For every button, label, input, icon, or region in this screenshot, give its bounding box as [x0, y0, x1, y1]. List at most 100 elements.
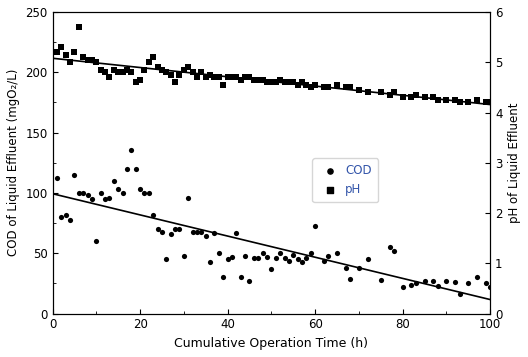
Point	[385, 92, 394, 98]
Point	[486, 284, 494, 290]
Point	[407, 95, 416, 100]
Point	[302, 255, 310, 261]
Point	[232, 230, 241, 236]
Point	[62, 212, 70, 217]
Point	[254, 77, 262, 83]
Point	[246, 75, 254, 80]
Point	[294, 82, 302, 88]
Point	[280, 255, 289, 261]
Point	[228, 75, 236, 80]
Point	[411, 92, 420, 98]
Point	[433, 97, 442, 103]
Point	[53, 176, 61, 181]
Point	[232, 75, 241, 80]
Point	[399, 95, 407, 100]
Point	[276, 77, 285, 83]
Point	[311, 223, 319, 228]
Point	[114, 69, 122, 75]
Point	[263, 254, 271, 260]
Point	[355, 87, 363, 93]
Point	[158, 67, 166, 72]
Point	[97, 67, 105, 72]
Point	[57, 44, 65, 50]
Point	[307, 251, 315, 256]
Point	[83, 57, 92, 62]
Point	[271, 80, 280, 85]
Point	[197, 229, 205, 235]
Point	[110, 67, 118, 72]
Point	[241, 253, 249, 258]
Point	[223, 256, 232, 262]
Point	[197, 69, 205, 75]
Point	[302, 82, 310, 88]
Point	[442, 278, 450, 284]
Point	[123, 166, 131, 172]
Point	[294, 256, 302, 262]
Point	[298, 80, 306, 85]
Point	[219, 275, 228, 280]
Point	[166, 231, 175, 237]
Point	[267, 266, 276, 272]
Point	[175, 226, 184, 232]
Point	[171, 80, 180, 85]
Point	[346, 276, 354, 282]
Point	[276, 251, 285, 256]
Point	[429, 278, 438, 284]
Point	[70, 49, 79, 55]
Point	[79, 190, 88, 196]
Point	[105, 75, 114, 80]
Point	[74, 24, 83, 30]
Point	[57, 214, 65, 220]
Point	[149, 212, 157, 217]
Point	[250, 255, 258, 261]
Point	[180, 253, 188, 258]
Point	[319, 258, 328, 263]
Point	[215, 251, 223, 256]
Point	[342, 265, 350, 271]
Point	[250, 77, 258, 83]
Point	[298, 259, 306, 265]
Point	[97, 190, 105, 196]
Point	[131, 80, 140, 85]
Point	[66, 217, 74, 222]
Point	[289, 80, 297, 85]
Point	[188, 229, 197, 235]
Point	[464, 100, 473, 105]
Point	[53, 49, 61, 55]
Point	[110, 178, 118, 184]
Point	[420, 95, 429, 100]
Point	[92, 238, 101, 244]
Point	[280, 80, 289, 85]
Point	[411, 281, 420, 286]
Point	[455, 100, 464, 105]
Point	[451, 280, 459, 285]
Point	[271, 255, 280, 261]
Point	[140, 190, 149, 196]
Point	[66, 59, 74, 65]
Point	[451, 97, 459, 103]
Point	[407, 282, 416, 287]
Point	[324, 85, 333, 90]
Point	[324, 253, 333, 258]
Point	[145, 59, 153, 65]
Legend: COD, pH: COD, pH	[312, 159, 378, 202]
Point	[127, 69, 136, 75]
Point	[390, 248, 398, 254]
Point	[376, 90, 385, 95]
Point	[267, 80, 276, 85]
Point	[118, 69, 127, 75]
Point	[333, 251, 341, 256]
Point	[136, 186, 144, 192]
Point	[162, 256, 171, 262]
Point	[258, 77, 267, 83]
Point	[193, 229, 201, 235]
Point	[79, 54, 88, 60]
Point	[363, 256, 372, 262]
Point	[486, 100, 494, 105]
Point	[210, 230, 219, 236]
Point	[158, 229, 166, 235]
Point	[246, 278, 254, 284]
Point	[219, 82, 228, 88]
Point	[140, 67, 149, 72]
Point	[385, 245, 394, 250]
